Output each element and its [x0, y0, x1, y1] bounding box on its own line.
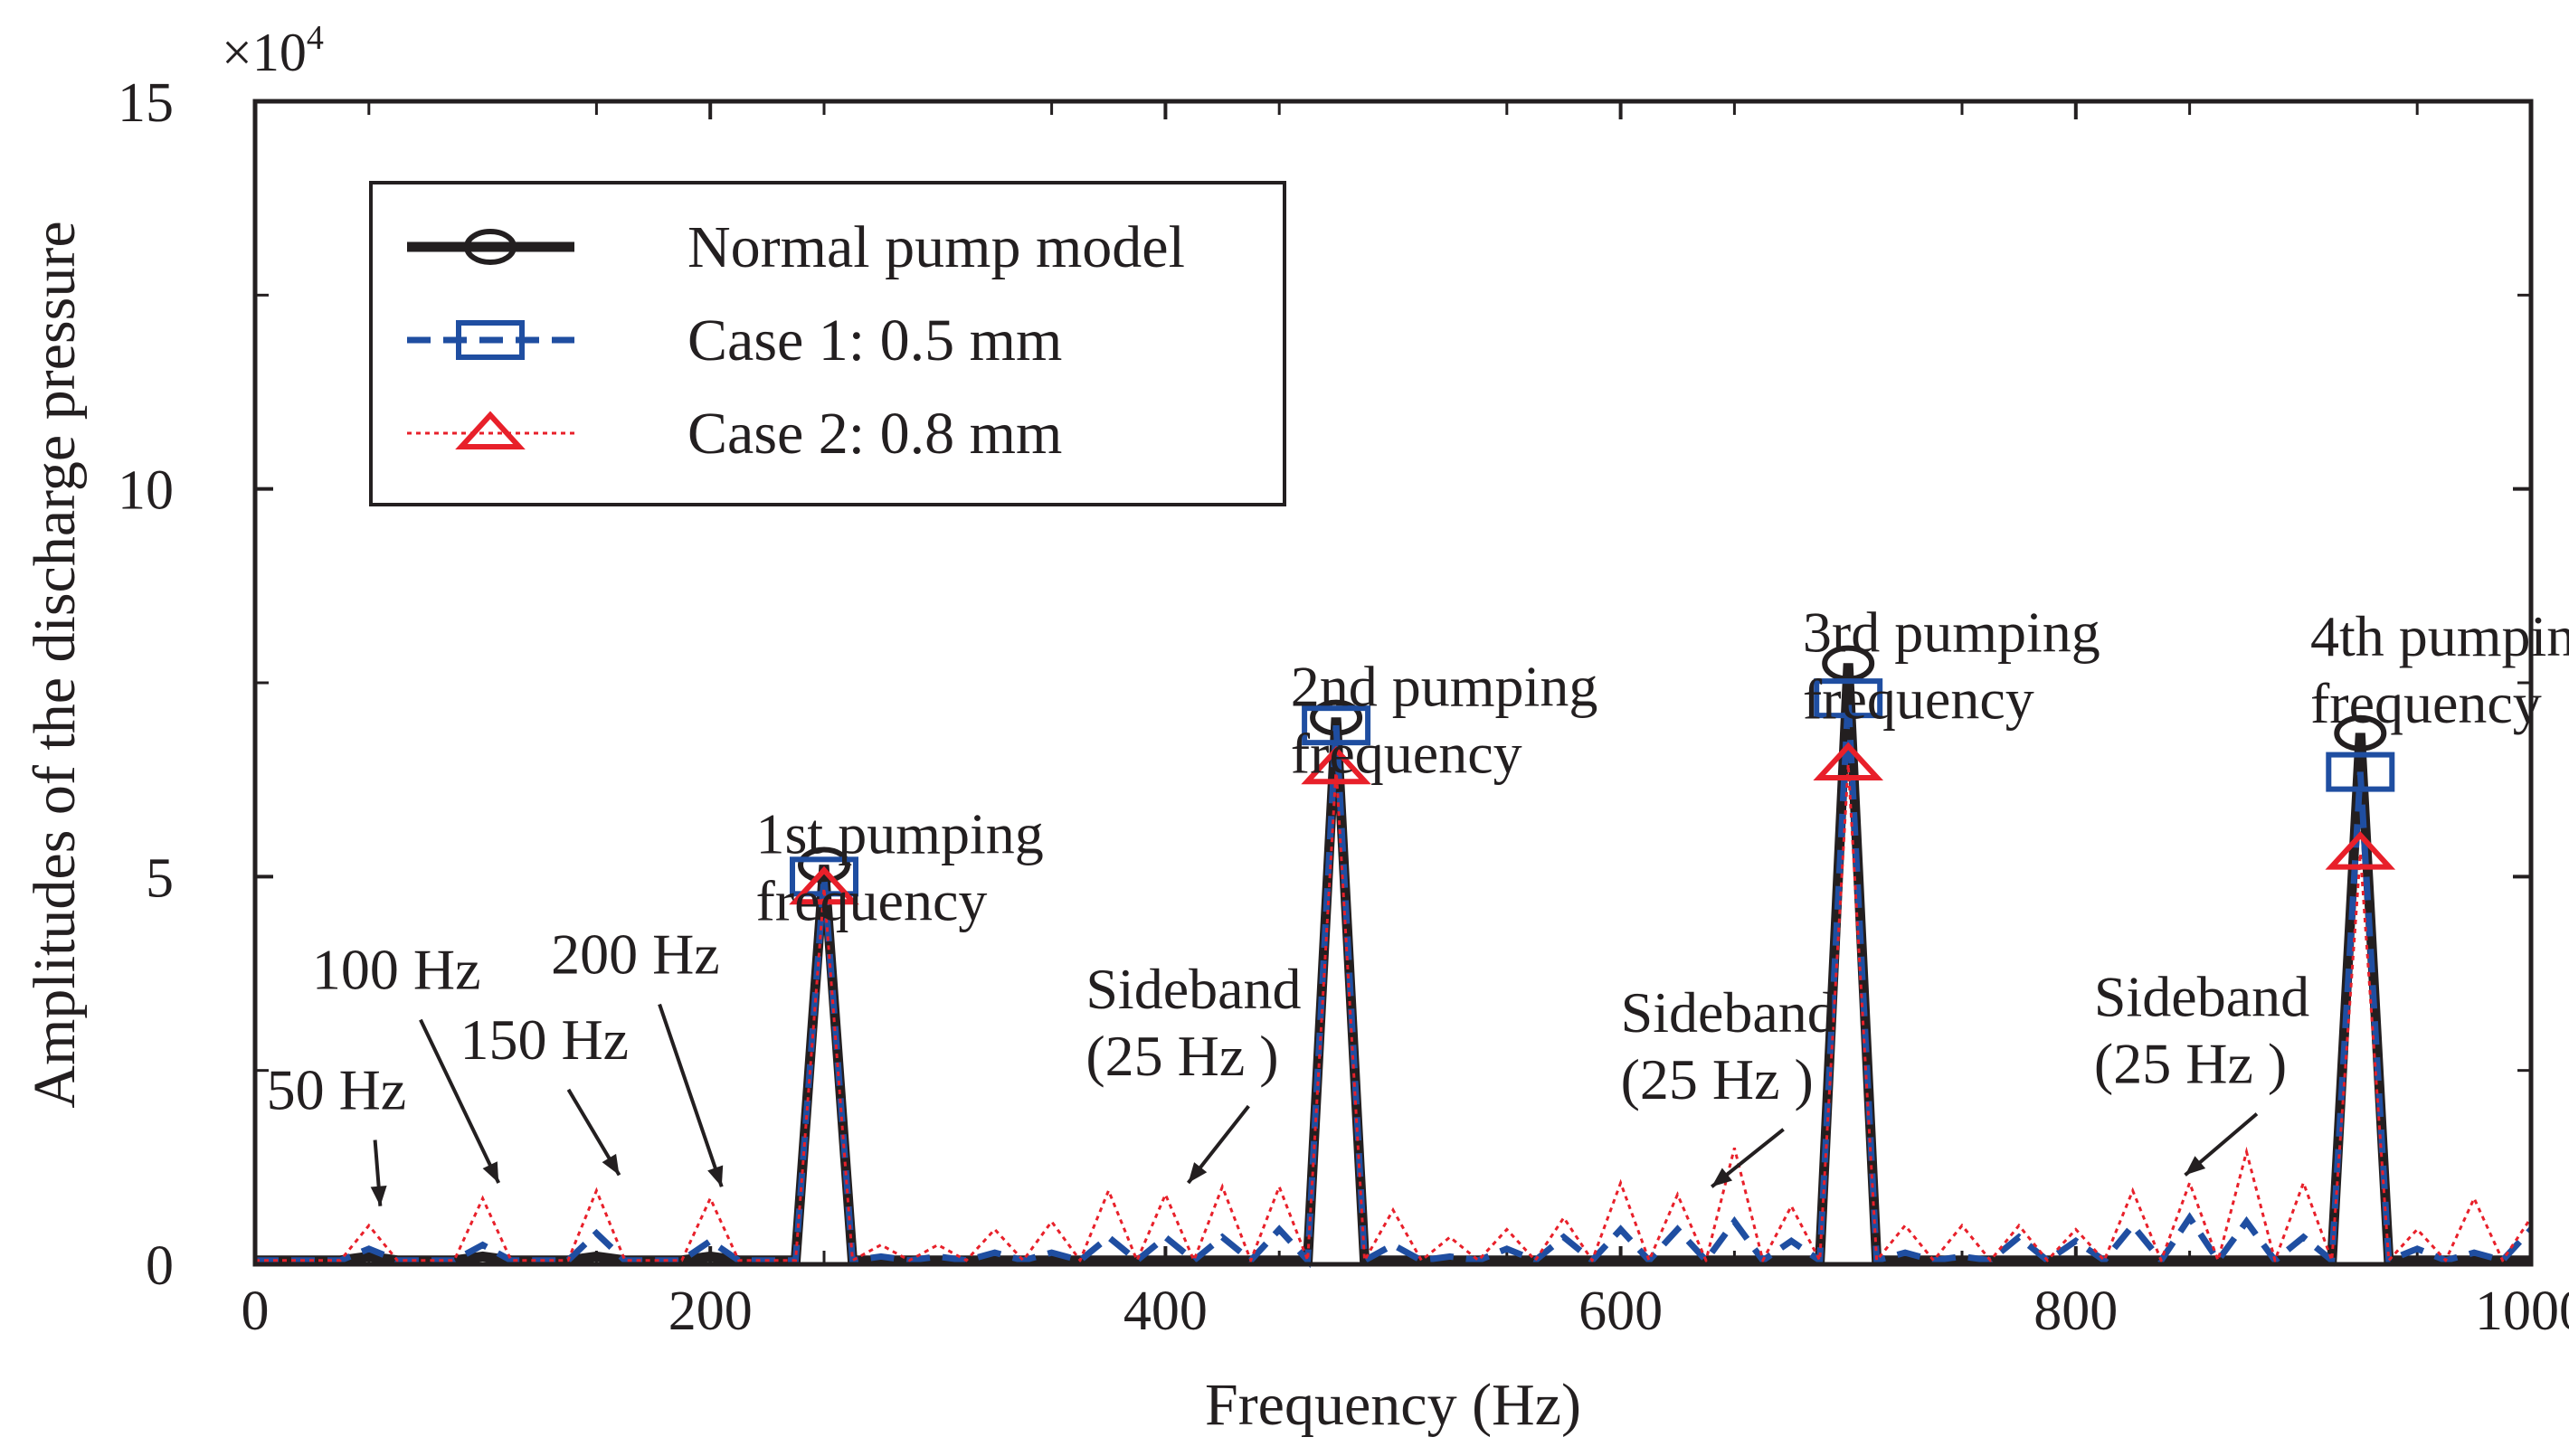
annotation-text: Sideband	[1621, 980, 1836, 1045]
legend-item-3: Case 2: 0.8 mm	[407, 401, 1062, 467]
series-line	[255, 697, 2534, 1269]
legend-swatch-marker	[464, 229, 517, 265]
y-tick-label: 0	[146, 1235, 174, 1297]
annotation-sideband-1: Sideband(25 Hz )	[1085, 957, 1302, 1185]
plot-area	[255, 645, 2534, 1269]
annotation-text: 200 Hz	[551, 922, 720, 987]
annotation-arrow-head	[2185, 1156, 2206, 1176]
annotation-text: (25 Hz )	[2094, 1032, 2287, 1096]
x-tick-label: 600	[1578, 1281, 1663, 1342]
legend-swatch-marker	[455, 411, 526, 449]
annotation-arrow-line	[658, 1003, 724, 1187]
y-tick-label: 10	[118, 460, 174, 522]
annotation-text: 50 Hz	[267, 1058, 407, 1122]
annotation-text: 150 Hz	[460, 1007, 629, 1072]
y-multiplier-base: ×10	[222, 23, 307, 82]
series-marker	[2326, 752, 2395, 792]
annotation-arrow-head	[602, 1153, 620, 1176]
x-tick-label: 400	[1123, 1281, 1208, 1342]
annotation-text: 4th pumping	[2310, 604, 2569, 668]
series-marker	[798, 846, 850, 884]
y-tick-label: 15	[118, 72, 174, 134]
series-marker	[1813, 742, 1884, 781]
series-marker	[2325, 831, 2396, 870]
annotation-arrow-line	[419, 1018, 501, 1184]
legend-label: Normal pump model	[687, 214, 1185, 280]
annotation-sideband-3: Sideband(25 Hz )	[2094, 965, 2309, 1177]
series-marker	[1301, 745, 1371, 785]
legend-item-1: Normal pump model	[407, 214, 1185, 280]
annotation-arrow-head	[370, 1186, 387, 1206]
series-marker	[2334, 714, 2387, 752]
x-axis-title: Frequency (Hz)	[1205, 1372, 1581, 1438]
annotation-text: (25 Hz )	[1085, 1024, 1278, 1088]
x-tick-label: 200	[668, 1281, 753, 1342]
legend-label: Case 1: 0.5 mm	[687, 307, 1062, 373]
annotation-arrow-head	[707, 1165, 724, 1187]
series-line	[255, 763, 2533, 1266]
annotation-sideband-2: Sideband(25 Hz )	[1621, 980, 1836, 1188]
annotation-arrow-head	[1711, 1168, 1733, 1187]
legend-label: Case 2: 0.8 mm	[687, 401, 1062, 467]
y-multiplier-exponent: 4	[307, 19, 324, 57]
annotation-text: frequency	[1803, 667, 2034, 732]
y-axis-title: Amplitudes of the discharge pressure	[22, 221, 88, 1108]
annotation-label-150hz: 150 Hz	[460, 1007, 629, 1177]
annotation-text: Sideband	[2094, 965, 2309, 1029]
annotation-text: (25 Hz )	[1621, 1047, 1814, 1111]
y-axis-multiplier: ×104	[222, 19, 324, 82]
annotation-text: frequency	[2310, 671, 2542, 735]
legend-swatch-marker	[456, 320, 525, 360]
annotation-label-50hz: 50 Hz	[267, 1058, 407, 1206]
annotation-text: frequency	[1291, 722, 1522, 786]
annotation-text: 3rd pumping	[1803, 600, 2100, 665]
annotation-label-200hz: 200 Hz	[551, 922, 724, 1187]
annotation-text: frequency	[756, 869, 988, 933]
y-tick-label: 5	[146, 847, 174, 909]
x-tick-label: 800	[2033, 1281, 2118, 1342]
x-tick-label: 0	[242, 1281, 270, 1342]
series-marker	[1302, 705, 1371, 746]
annotation-arrow-head	[482, 1161, 499, 1183]
series-3	[255, 742, 2533, 1266]
plot-frame	[252, 99, 2534, 1267]
legend-item-2: Case 1: 0.5 mm	[407, 307, 1062, 373]
annotation-text: Sideband	[1085, 957, 1301, 1021]
series-marker	[1814, 678, 1883, 719]
annotation-label-100hz: 100 Hz	[312, 938, 501, 1184]
annotation-text: 2nd pumping	[1291, 655, 1598, 719]
annotation-text: 100 Hz	[312, 938, 481, 1002]
series-marker	[789, 865, 859, 905]
legend: Normal pump model Case 1: 0.5 mm Case 2: 0…	[369, 181, 1286, 506]
annotation-text: 1st pumping	[756, 802, 1044, 866]
annotation-arrow-head	[1188, 1162, 1208, 1183]
